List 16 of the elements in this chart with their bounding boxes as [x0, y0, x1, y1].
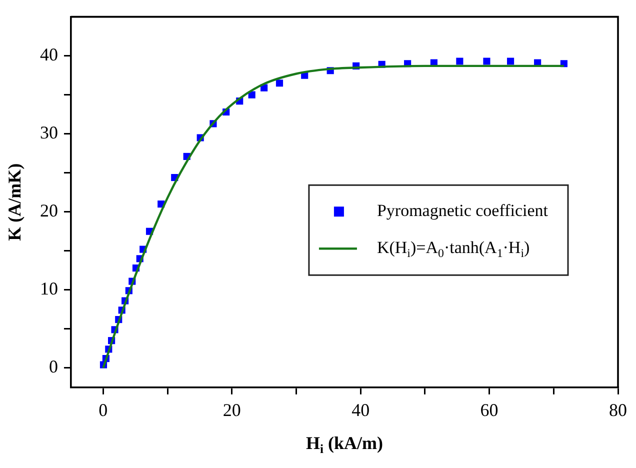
x-tick-label: 60	[480, 400, 498, 420]
y-tick-label: 0	[49, 356, 58, 377]
y-axis-title: K (A/mK)	[4, 163, 25, 241]
x-tick-label: 80	[609, 400, 627, 420]
y-tick-label: 40	[40, 44, 58, 65]
point	[456, 58, 464, 65]
point	[276, 80, 284, 87]
y-tick-label: 20	[40, 200, 58, 221]
legend-label: Pyromagnetic coefficient	[376, 201, 548, 220]
point	[506, 58, 514, 65]
y-tick-label: 30	[40, 122, 58, 143]
x-tick-label: 40	[352, 400, 370, 420]
x-tick-label: 0	[98, 400, 108, 420]
point	[483, 58, 490, 65]
x-tick-label: 20	[222, 400, 241, 420]
y-tick-label: 10	[40, 278, 58, 299]
